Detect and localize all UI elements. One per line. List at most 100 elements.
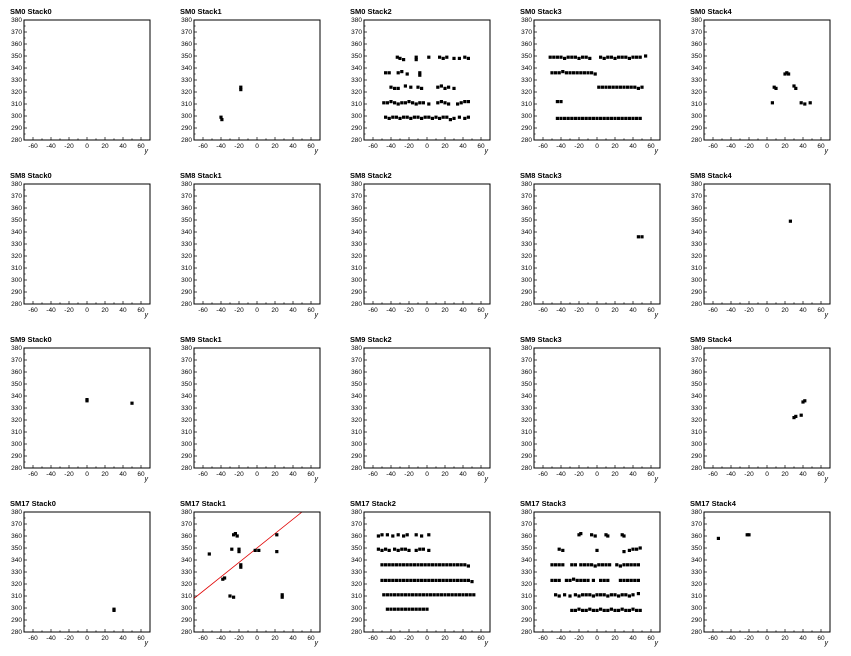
plot-area <box>24 348 150 468</box>
data-point <box>420 563 424 567</box>
data-point <box>207 552 211 556</box>
y-tick-label: 340 <box>521 229 532 236</box>
y-tick-label: 360 <box>521 205 532 212</box>
data-point <box>434 563 438 567</box>
y-tick-label: 340 <box>351 65 362 72</box>
data-point <box>581 55 585 59</box>
data-point <box>391 563 395 567</box>
data-point <box>403 101 407 105</box>
data-point <box>405 563 409 567</box>
data-point <box>416 115 420 119</box>
data-point <box>586 71 590 75</box>
y-tick-label: 350 <box>11 217 22 224</box>
data-point <box>611 85 615 89</box>
y-tick-label: 330 <box>181 77 192 84</box>
data-point <box>421 547 425 551</box>
data-point <box>772 85 776 89</box>
data-point <box>581 116 585 120</box>
x-tick-label: 20 <box>441 307 449 314</box>
chart-title: SM0 Stack4 <box>690 7 733 16</box>
data-point <box>613 608 617 612</box>
data-point <box>221 577 225 581</box>
data-point <box>441 563 445 567</box>
x-tick-label: 0 <box>255 635 259 642</box>
x-tick-label: -60 <box>28 471 38 478</box>
plot-area <box>24 512 150 632</box>
data-point <box>633 85 637 89</box>
y-tick-label: 330 <box>521 569 532 576</box>
y-tick-label: 310 <box>351 101 362 108</box>
y-tick-label: 340 <box>691 557 702 564</box>
y-tick-label: 350 <box>181 545 192 552</box>
data-point <box>579 563 583 567</box>
data-point <box>463 55 467 59</box>
data-point <box>573 608 577 612</box>
x-tick-label: -20 <box>64 143 74 150</box>
x-tick-label: 40 <box>289 307 297 314</box>
x-tick-label: 0 <box>595 471 599 478</box>
data-point <box>439 593 443 597</box>
chart-panel: SM8 Stack1 280 290 300 310 320 330 340 350 360 370… <box>180 171 321 319</box>
data-point <box>389 593 393 597</box>
y-tick-label: 280 <box>181 465 192 472</box>
data-point <box>400 547 404 551</box>
data-point <box>391 578 395 582</box>
y-tick-label: 330 <box>181 405 192 412</box>
y-tick-label: 320 <box>691 89 702 96</box>
data-point <box>457 593 461 597</box>
y-tick-label: 310 <box>691 101 702 108</box>
x-axis-label: y <box>654 476 659 483</box>
y-tick-label: 330 <box>351 241 362 248</box>
y-tick-label: 310 <box>181 593 192 600</box>
data-point <box>409 85 413 89</box>
y-tick-label: 380 <box>351 17 362 24</box>
y-tick-label: 330 <box>11 77 22 84</box>
data-point <box>582 563 586 567</box>
x-tick-label: -60 <box>368 143 378 150</box>
x-tick-label: 60 <box>817 307 825 314</box>
x-axis-label: y <box>484 148 489 155</box>
data-point <box>618 578 622 582</box>
data-point <box>380 563 384 567</box>
y-tick-label: 350 <box>351 545 362 552</box>
y-tick-label: 320 <box>351 581 362 588</box>
x-tick-label: 20 <box>101 307 109 314</box>
data-point <box>385 593 389 597</box>
data-point <box>606 116 610 120</box>
data-point <box>423 115 427 119</box>
data-point <box>454 593 458 597</box>
y-tick-label: 290 <box>521 125 532 132</box>
chart-panel: SM17 Stack0 280 290 300 310 320 330 340 350 360 37… <box>10 499 151 647</box>
y-tick-label: 300 <box>691 113 702 120</box>
data-point <box>438 563 442 567</box>
data-point <box>588 607 592 611</box>
data-point <box>380 578 384 582</box>
data-point <box>554 593 558 597</box>
y-tick-label: 350 <box>181 381 192 388</box>
data-point <box>396 533 400 537</box>
x-tick-label: -40 <box>216 635 226 642</box>
y-tick-label: 360 <box>521 369 532 376</box>
data-point <box>638 608 642 612</box>
data-point <box>575 578 579 582</box>
data-point <box>590 533 594 537</box>
data-point <box>384 578 388 582</box>
data-point <box>384 547 388 551</box>
data-point <box>441 56 445 60</box>
y-tick-label: 310 <box>521 101 532 108</box>
data-point <box>604 85 608 89</box>
chart-title: SM0 Stack1 <box>180 7 222 16</box>
y-tick-label: 340 <box>691 393 702 400</box>
y-tick-label: 330 <box>351 569 362 576</box>
x-tick-label: -60 <box>538 471 548 478</box>
x-tick-label: 40 <box>799 143 807 150</box>
x-tick-label: -20 <box>404 143 414 150</box>
x-tick-label: 20 <box>101 143 109 150</box>
y-tick-label: 300 <box>521 441 532 448</box>
data-point <box>423 578 427 582</box>
y-tick-label: 380 <box>351 181 362 188</box>
y-tick-label: 350 <box>351 217 362 224</box>
data-point <box>595 548 599 552</box>
y-tick-label: 280 <box>11 301 22 308</box>
